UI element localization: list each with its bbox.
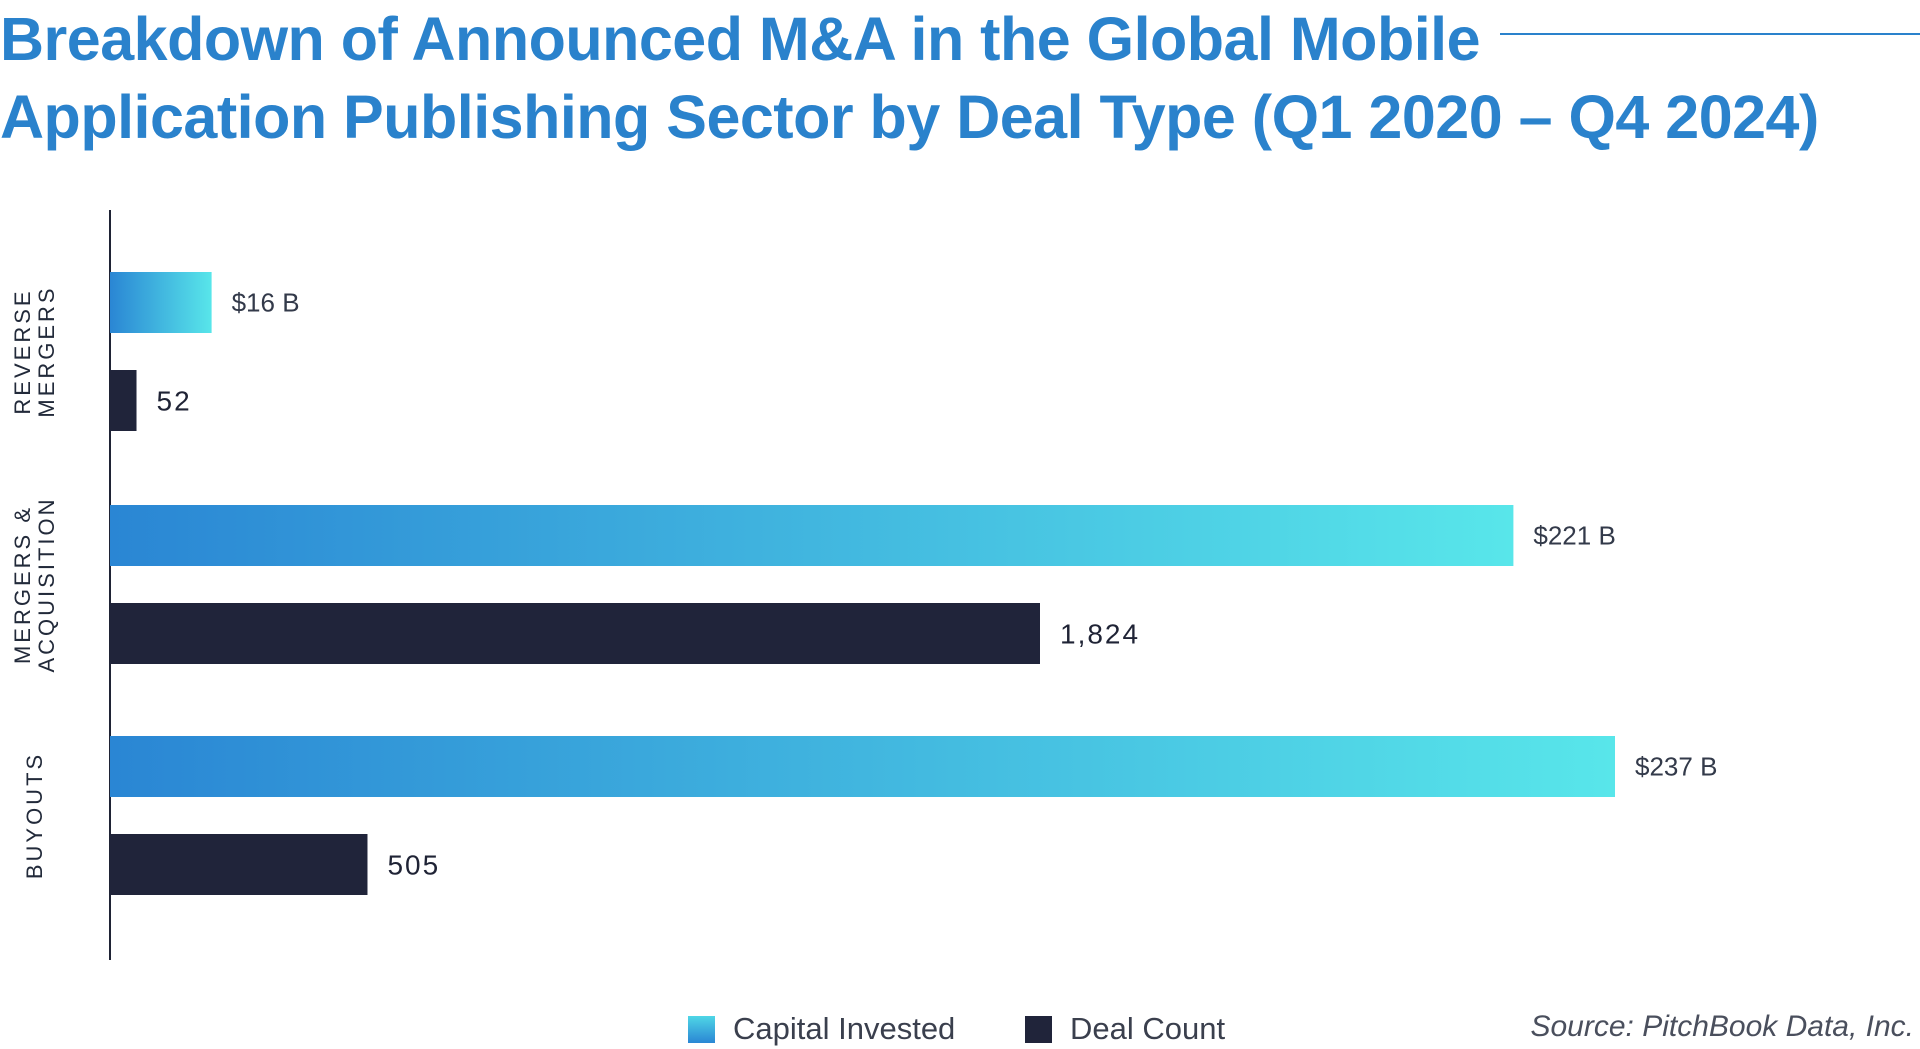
data-label-capital: $16 B [232, 288, 300, 318]
data-label-capital: $237 B [1635, 752, 1717, 782]
chart-title: Breakdown of Announced M&A in the Global… [0, 0, 1830, 156]
bar-deal-count [110, 603, 1040, 664]
source-note: Source: PitchBook Data, Inc. [1530, 1010, 1914, 1043]
data-label-count: 1,824 [1060, 619, 1140, 650]
data-label-count: 52 [157, 386, 192, 417]
category-label-line: REVERSE [10, 288, 35, 414]
data-label-capital: $221 B [1533, 521, 1615, 551]
category-label: MERGERS & ACQUISITION [10, 496, 59, 672]
legend-swatch-capital [688, 1015, 715, 1043]
bar-capital-invested [110, 272, 212, 333]
legend-label-capital: Capital Invested [733, 1011, 956, 1046]
chart-title-line-1: Breakdown of Announced M&A in the Global… [0, 5, 1481, 73]
category-label: REVERSE MERGERS [10, 285, 59, 417]
category-label-line: MERGERS & [10, 505, 35, 664]
category-label-line: ACQUISITION [34, 496, 59, 672]
bar-chart: $16 B 52 REVERSE MERGERS $221 B 1,824 MERGERS … [10, 210, 1717, 960]
category-label: BUYOUTS [22, 752, 47, 879]
legend-item-capital: Capital Invested [688, 1011, 956, 1046]
data-label-count: 505 [387, 850, 440, 881]
legend-item-count: Deal Count [1025, 1011, 1226, 1046]
bar-deal-count [110, 834, 368, 895]
chart-title-line-2: Application Publishing Sector by Deal Ty… [0, 83, 1819, 151]
title-rule [1500, 33, 1920, 35]
bar-capital-invested [110, 505, 1514, 566]
bar-capital-invested [110, 736, 1615, 797]
category-label-line: MERGERS [34, 285, 59, 417]
bar-deal-count [110, 370, 137, 431]
legend-label-count: Deal Count [1070, 1011, 1226, 1046]
category-label-line: BUYOUTS [22, 752, 47, 879]
legend-swatch-count [1025, 1015, 1052, 1043]
